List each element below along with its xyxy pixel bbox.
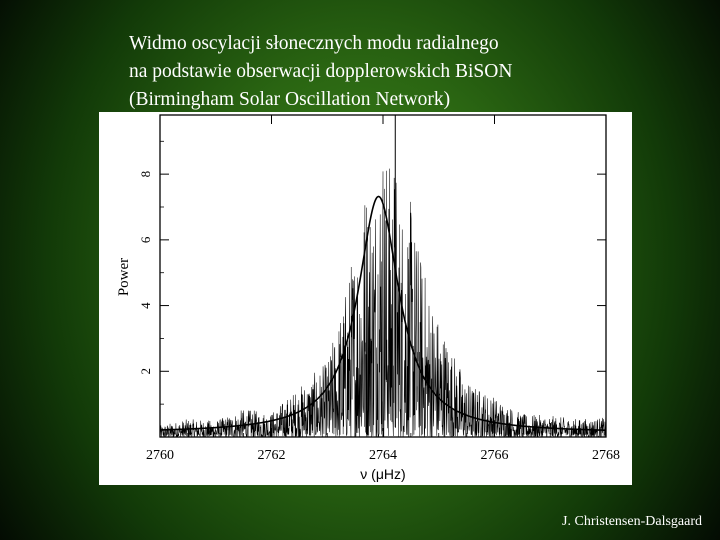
x-tick-label: 2760 bbox=[146, 448, 174, 463]
power-spectrum-chart: 2760 2762 2764 2766 2768 2 4 6 8 ν (μHz) Power bbox=[116, 114, 620, 482]
power-spectrum-trace bbox=[160, 168, 606, 437]
slide-title-line-3: (Birmingham Solar Oscillation Network) bbox=[129, 89, 451, 110]
lorentzian-fit-curve bbox=[160, 195, 606, 432]
y-axis-ticks: 2 4 6 8 bbox=[138, 140, 606, 405]
slide-title: Widmo oscylacji słonecznych modu radialn… bbox=[129, 30, 649, 114]
slide-title-line-2: na podstawie obserwacji dopplerowskich B… bbox=[129, 61, 513, 82]
y-tick-label: 8 bbox=[138, 171, 153, 178]
x-tick-label: 2768 bbox=[592, 448, 620, 463]
y-tick-label: 2 bbox=[138, 368, 153, 375]
plot-panel: 2760 2762 2764 2766 2768 2 4 6 8 ν (μHz) Power bbox=[99, 112, 632, 485]
y-tick-label: 6 bbox=[138, 236, 153, 243]
x-axis-ticks: 2760 2762 2764 2766 2768 bbox=[146, 115, 620, 463]
credit-text: J. Christensen-Dalsgaard bbox=[562, 514, 702, 529]
x-tick-label: 2766 bbox=[481, 448, 509, 463]
x-axis-label: ν (μHz) bbox=[360, 466, 405, 482]
spectrum-group bbox=[160, 115, 606, 437]
y-tick-label: 4 bbox=[138, 302, 153, 309]
x-tick-label: 2762 bbox=[258, 448, 286, 463]
y-axis-label: Power bbox=[116, 258, 132, 296]
slide-title-line-1: Widmo oscylacji słonecznych modu radialn… bbox=[129, 33, 499, 54]
x-tick-label: 2764 bbox=[369, 448, 397, 463]
